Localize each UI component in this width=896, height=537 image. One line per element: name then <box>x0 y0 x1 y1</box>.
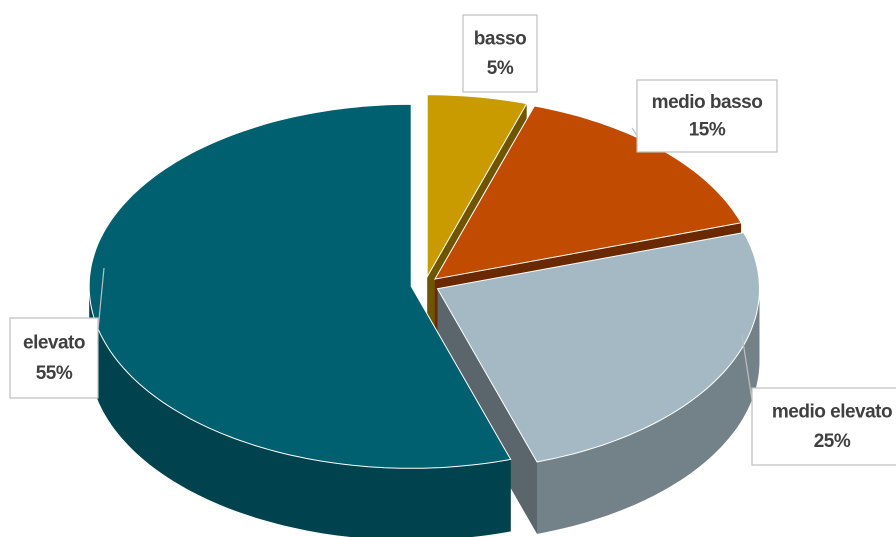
slice <box>436 232 761 463</box>
slice <box>88 103 512 469</box>
label-box <box>751 387 896 466</box>
category-label: basso <box>474 29 526 50</box>
category-label: medio basso <box>652 92 763 113</box>
label-box <box>462 14 538 93</box>
category-label: medio elevato <box>772 402 892 423</box>
value-label: 5% <box>487 58 514 79</box>
slice-cut-wall <box>437 288 537 534</box>
leader-line <box>741 334 753 401</box>
label-box <box>636 79 778 153</box>
category-label: elevato <box>23 333 85 354</box>
value-label: 25% <box>814 431 851 452</box>
value-label: 55% <box>36 363 73 384</box>
slice-side <box>89 286 511 537</box>
value-label: 15% <box>689 119 726 140</box>
slice <box>426 94 528 279</box>
label-box <box>9 317 99 399</box>
slice-side <box>537 288 760 534</box>
leader-line <box>97 267 105 331</box>
